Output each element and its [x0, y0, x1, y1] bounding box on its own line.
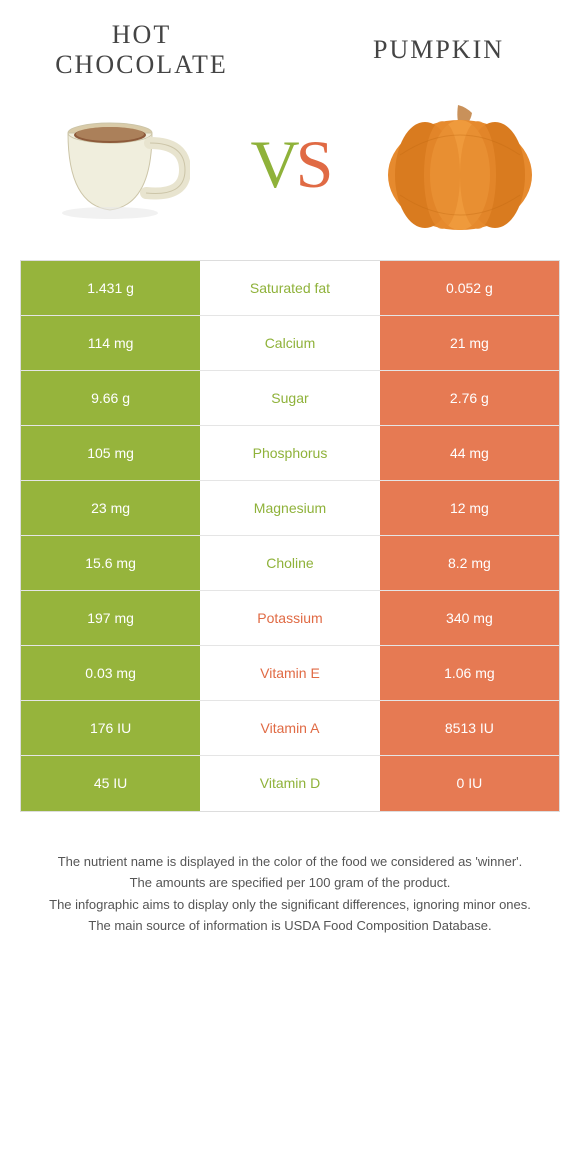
- table-row: 1.431 gSaturated fat0.052 g: [21, 261, 559, 316]
- cell-right-value: 8513 IU: [380, 701, 559, 755]
- cell-right-value: 2.76 g: [380, 371, 559, 425]
- footer-line3: The infographic aims to display only the…: [30, 895, 550, 915]
- cell-mid-label: Potassium: [200, 591, 380, 645]
- footer-notes: The nutrient name is displayed in the co…: [20, 852, 560, 936]
- cell-mid-label: Vitamin A: [200, 701, 380, 755]
- footer-line2: The amounts are specified per 100 gram o…: [30, 873, 550, 893]
- cell-mid-label: Vitamin D: [200, 756, 380, 811]
- vs-label: VS: [251, 125, 330, 204]
- cell-right-value: 340 mg: [380, 591, 559, 645]
- cell-left-value: 1.431 g: [21, 261, 200, 315]
- mug-icon: [50, 105, 190, 225]
- cell-mid-label: Calcium: [200, 316, 380, 370]
- cell-mid-label: Choline: [200, 536, 380, 590]
- title-left: HOT CHOCOLATE: [20, 20, 263, 80]
- title-left-line2: CHOCOLATE: [55, 50, 228, 79]
- cell-right-value: 44 mg: [380, 426, 559, 480]
- cell-mid-label: Sugar: [200, 371, 380, 425]
- cell-right-value: 0 IU: [380, 756, 559, 811]
- cell-right-value: 0.052 g: [380, 261, 559, 315]
- table-row: 0.03 mgVitamin E1.06 mg: [21, 646, 559, 701]
- title-left-line1: HOT: [112, 20, 171, 49]
- cell-mid-label: Saturated fat: [200, 261, 380, 315]
- cell-left-value: 114 mg: [21, 316, 200, 370]
- table-row: 105 mgPhosphorus44 mg: [21, 426, 559, 481]
- pumpkin-image: [380, 95, 540, 235]
- pumpkin-icon: [380, 95, 540, 235]
- images-row: VS: [20, 95, 560, 235]
- vs-s: S: [296, 126, 330, 202]
- cell-right-value: 8.2 mg: [380, 536, 559, 590]
- table-row: 9.66 gSugar2.76 g: [21, 371, 559, 426]
- footer-line1: The nutrient name is displayed in the co…: [30, 852, 550, 872]
- footer-line4: The main source of information is USDA F…: [30, 916, 550, 936]
- table-row: 15.6 mgCholine8.2 mg: [21, 536, 559, 591]
- table-row: 197 mgPotassium340 mg: [21, 591, 559, 646]
- table-row: 114 mgCalcium21 mg: [21, 316, 559, 371]
- cell-left-value: 23 mg: [21, 481, 200, 535]
- cell-right-value: 12 mg: [380, 481, 559, 535]
- cell-left-value: 9.66 g: [21, 371, 200, 425]
- table-row: 176 IUVitamin A8513 IU: [21, 701, 559, 756]
- hot-chocolate-image: [40, 95, 200, 235]
- cell-mid-label: Phosphorus: [200, 426, 380, 480]
- vs-v: V: [251, 126, 296, 202]
- cell-left-value: 197 mg: [21, 591, 200, 645]
- cell-right-value: 1.06 mg: [380, 646, 559, 700]
- cell-mid-label: Magnesium: [200, 481, 380, 535]
- cell-right-value: 21 mg: [380, 316, 559, 370]
- cell-left-value: 0.03 mg: [21, 646, 200, 700]
- table-row: 23 mgMagnesium12 mg: [21, 481, 559, 536]
- nutrient-table: 1.431 gSaturated fat0.052 g114 mgCalcium…: [20, 260, 560, 812]
- cell-left-value: 176 IU: [21, 701, 200, 755]
- table-row: 45 IUVitamin D0 IU: [21, 756, 559, 811]
- header-titles: HOT CHOCOLATE PUMPKIN: [20, 20, 560, 80]
- cell-left-value: 15.6 mg: [21, 536, 200, 590]
- cell-left-value: 105 mg: [21, 426, 200, 480]
- title-right: PUMPKIN: [317, 35, 560, 65]
- cell-mid-label: Vitamin E: [200, 646, 380, 700]
- cell-left-value: 45 IU: [21, 756, 200, 811]
